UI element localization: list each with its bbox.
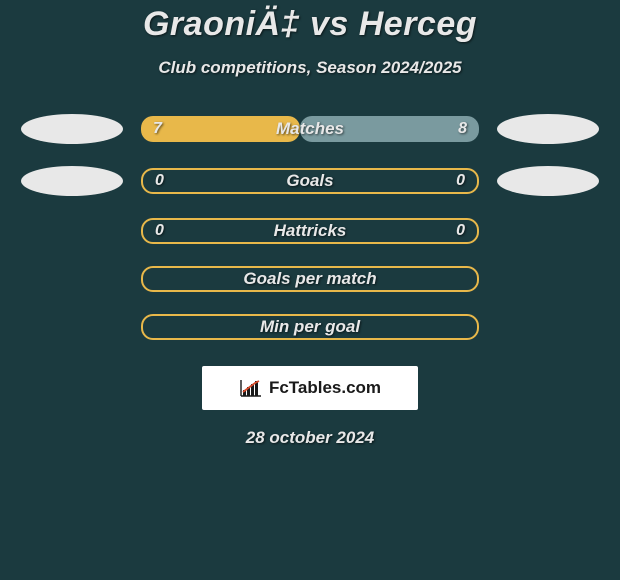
stat-bar: Min per goal: [141, 314, 479, 340]
stat-value-right: 0: [456, 222, 465, 240]
stat-label: Matches: [276, 119, 344, 139]
stat-bar: 0 0 Goals: [141, 168, 479, 194]
stat-row: 7 8 Matches: [0, 114, 620, 144]
player-ellipse-left: [21, 166, 123, 196]
stat-row: 0 0 Hattricks: [0, 218, 620, 244]
stat-value-left: 0: [155, 222, 164, 240]
page-title: GraoniÄ‡ vs Herceg: [143, 5, 477, 44]
stat-label: Hattricks: [274, 221, 347, 241]
brand-text: FcTables.com: [269, 378, 381, 398]
player-ellipse-left: [21, 114, 123, 144]
stat-row: Goals per match: [0, 266, 620, 292]
stat-value-left: 0: [155, 172, 164, 190]
stat-value-right: 0: [456, 172, 465, 190]
chart-icon: [239, 378, 263, 398]
widget-root: GraoniÄ‡ vs Herceg Club competitions, Se…: [0, 0, 620, 448]
stat-bar: 7 8 Matches: [141, 116, 479, 142]
stat-bar: 0 0 Hattricks: [141, 218, 479, 244]
stat-label: Min per goal: [260, 317, 360, 337]
player-ellipse-right: [497, 166, 599, 196]
stat-label: Goals per match: [243, 269, 376, 289]
stat-label: Goals: [286, 171, 333, 191]
page-subtitle: Club competitions, Season 2024/2025: [158, 58, 461, 78]
player-ellipse-right: [497, 114, 599, 144]
brand-logo[interactable]: FcTables.com: [202, 366, 418, 410]
stats-list: 7 8 Matches 0 0 Goals 0 0 Hattricks Goals per mat…: [0, 114, 620, 340]
stat-value-right: 8: [458, 120, 467, 138]
footer-date: 28 october 2024: [246, 428, 375, 448]
stat-row: Min per goal: [0, 314, 620, 340]
stat-value-left: 7: [153, 120, 162, 138]
stat-row: 0 0 Goals: [0, 166, 620, 196]
stat-bar: Goals per match: [141, 266, 479, 292]
